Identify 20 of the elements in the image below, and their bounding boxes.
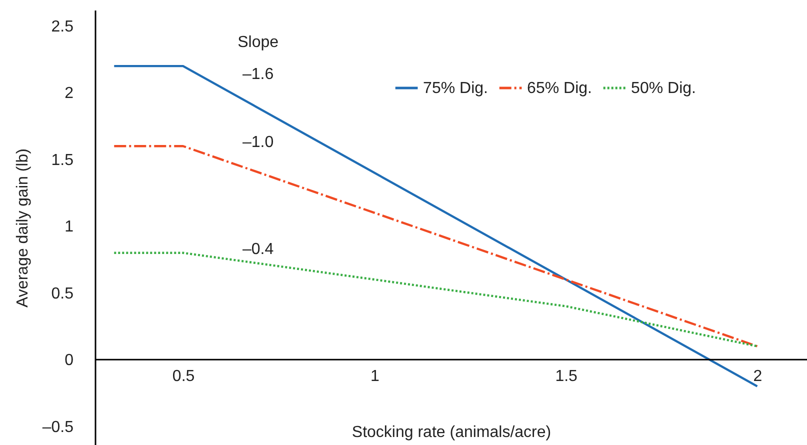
legend-label: 50% Dig. (631, 80, 696, 97)
x-tick-label: 0.5 (172, 368, 195, 386)
legend-label: 65% Dig. (527, 80, 592, 97)
x-tick-label: 1.5 (555, 368, 578, 386)
y-tick-label: 2.5 (51, 18, 74, 36)
y-tick-label: 1.5 (51, 152, 74, 169)
annotation: –1.6 (242, 66, 274, 84)
x-tick-label: 2 (753, 368, 762, 386)
y-tick-label: 0.5 (51, 285, 74, 302)
x-axis-title: Stocking rate (animals/acre) (352, 424, 552, 442)
annotation: –1.0 (242, 134, 274, 152)
annotation: Slope (238, 34, 279, 52)
y-tick-label: 2 (64, 85, 74, 102)
y-axis-title: Average daily gain (lb) (14, 148, 32, 308)
x-tick-label: 1 (370, 368, 380, 386)
legend-label: 75% Dig. (423, 80, 488, 97)
y-tick-label: –0.5 (42, 418, 74, 436)
y-tick-label: 1 (64, 218, 74, 236)
annotation: –0.4 (242, 240, 274, 258)
y-tick-label: 0 (64, 352, 74, 370)
